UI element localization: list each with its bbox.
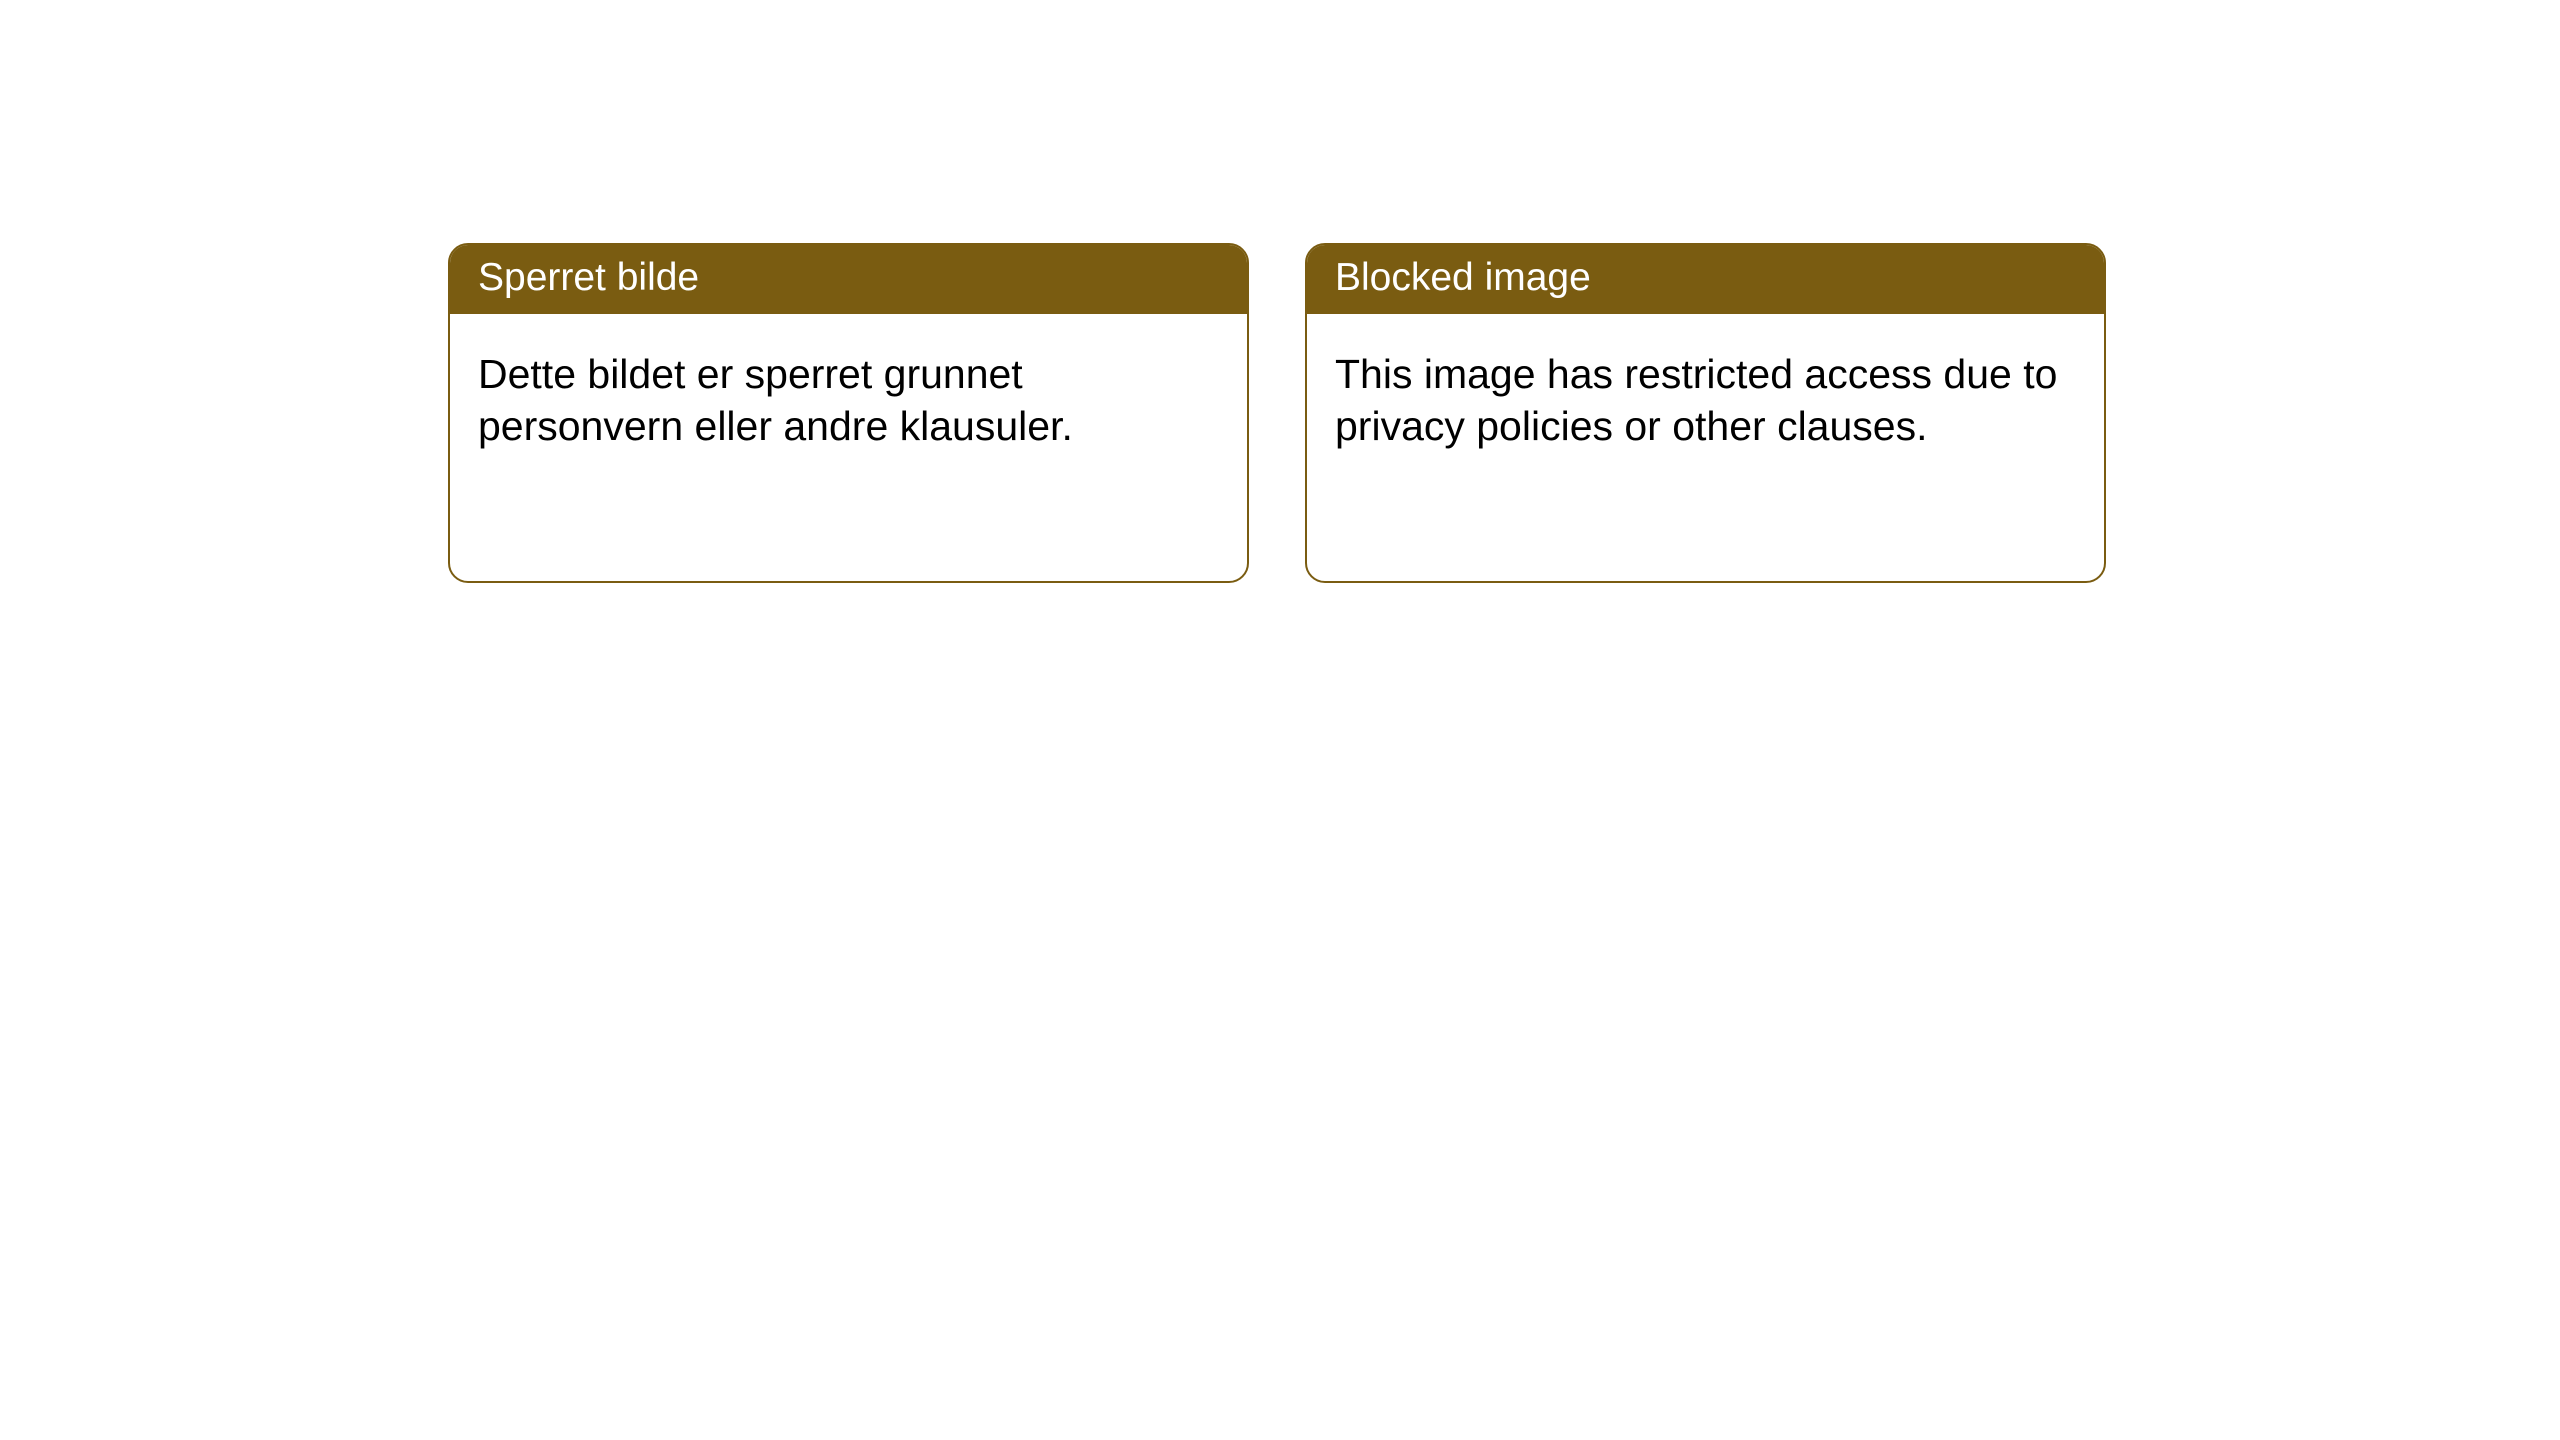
notice-card-no: Sperret bilde Dette bildet er sperret gr… xyxy=(448,243,1249,583)
notice-card-body: Dette bildet er sperret grunnet personve… xyxy=(450,314,1247,481)
notice-card-body: This image has restricted access due to … xyxy=(1307,314,2104,481)
notice-card-header: Blocked image xyxy=(1307,245,2104,314)
notice-card-en: Blocked image This image has restricted … xyxy=(1305,243,2106,583)
notice-card-header: Sperret bilde xyxy=(450,245,1247,314)
notice-cards-container: Sperret bilde Dette bildet er sperret gr… xyxy=(448,243,2106,583)
